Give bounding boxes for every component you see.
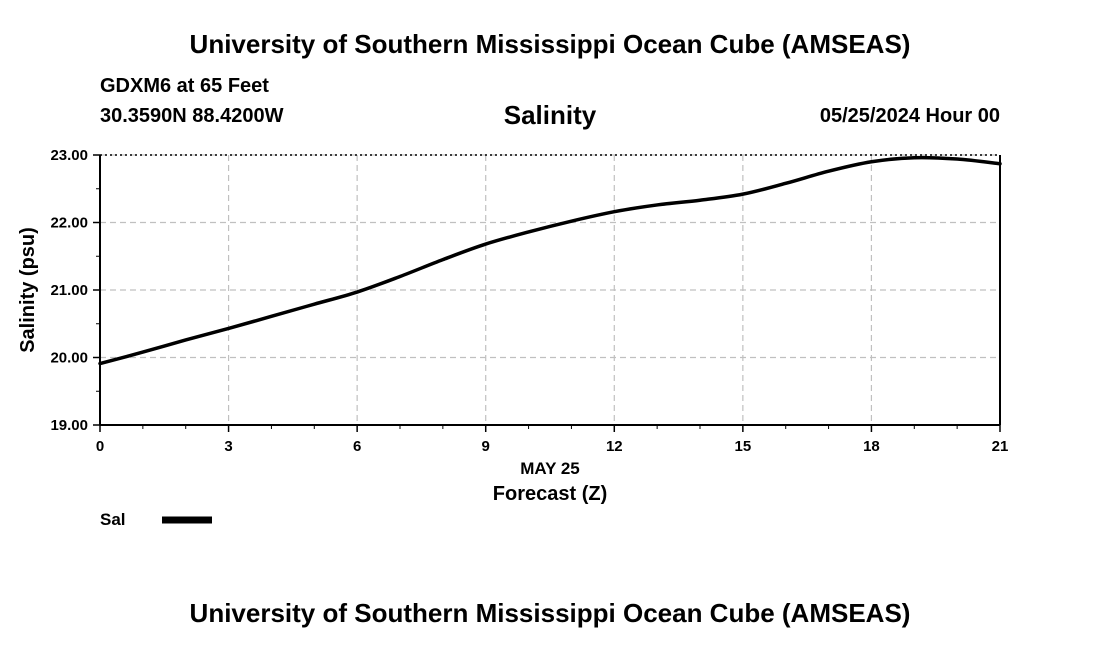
- plot-frame: [99, 154, 1001, 426]
- y-tick-label: 23.00: [50, 147, 88, 164]
- series-layer: [98, 155, 1002, 366]
- axis-labels: 0 3 6 9 12 15 18 21 19.00 20.00 21.00 22.00 23.00 MAY…: [17, 147, 1008, 505]
- coordinates-label: 30.3590N 88.4200W: [100, 105, 284, 127]
- station-label: GDXM6 at 65 Feet: [100, 75, 269, 97]
- x-tick-label: 3: [224, 438, 232, 455]
- legend: Sal: [100, 510, 212, 529]
- grid: [100, 154, 1000, 425]
- chart-title: Salinity: [503, 100, 597, 130]
- x-tick-label: 6: [353, 438, 361, 455]
- x-axis-label: Forecast (Z): [493, 483, 607, 505]
- y-tick-label: 21.00: [50, 282, 88, 299]
- x-tick-label: 9: [482, 438, 490, 455]
- x-tick-label: 0: [96, 438, 104, 455]
- x-axis-date-label: MAY 25: [520, 459, 580, 478]
- bottom-title: University of Southern Mississippi Ocean…: [189, 598, 911, 628]
- top-title: University of Southern Mississippi Ocean…: [189, 29, 911, 59]
- axis-ticks: [93, 154, 1001, 432]
- y-tick-label: 22.00: [50, 215, 88, 232]
- series-line-sal: [98, 155, 1002, 366]
- x-tick-label: 12: [606, 438, 623, 455]
- y-axis-label: Salinity (psu): [17, 227, 39, 353]
- x-tick-label: 15: [735, 438, 752, 455]
- y-tick-label: 19.00: [50, 417, 88, 434]
- legend-label: Sal: [100, 510, 126, 529]
- y-tick-label: 20.00: [50, 350, 88, 367]
- x-tick-label: 18: [863, 438, 880, 455]
- x-tick-label: 21: [992, 438, 1009, 455]
- datetime-label: 05/25/2024 Hour 00: [819, 105, 1000, 127]
